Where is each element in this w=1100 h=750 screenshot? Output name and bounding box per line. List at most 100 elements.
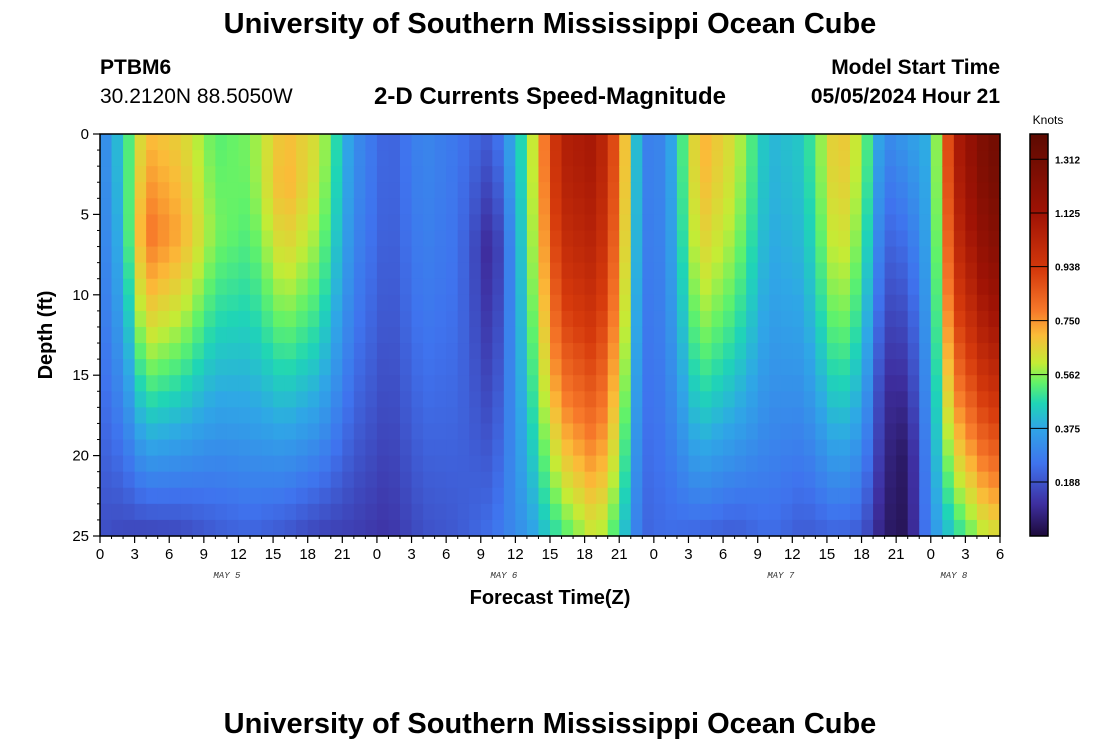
heatmap-cell (457, 439, 470, 457)
heatmap-cell (780, 246, 793, 264)
heatmap-cell (157, 359, 170, 376)
heatmap-cell (319, 150, 332, 167)
heatmap-cell (584, 439, 597, 457)
heatmap-cell (723, 278, 736, 296)
x-tick-label: 0 (373, 546, 381, 563)
heatmap-cell (203, 391, 216, 408)
heatmap-cell (965, 230, 978, 248)
heatmap-cell (330, 439, 343, 457)
heatmap-cell (700, 230, 713, 248)
heatmap-cell (330, 407, 343, 425)
heatmap-cell (676, 310, 690, 328)
heatmap-cell (469, 294, 482, 312)
heatmap-cell (261, 166, 274, 183)
heatmap-cell (411, 343, 424, 360)
heatmap-cell (746, 134, 759, 151)
heatmap-cell (596, 310, 609, 328)
heatmap-cell (411, 166, 424, 183)
heatmap-cell (480, 214, 493, 232)
heatmap-cell (307, 391, 320, 408)
heatmap-cell (226, 487, 240, 505)
heatmap-cell (734, 487, 747, 505)
heatmap-cell (838, 166, 851, 183)
heatmap-cell (815, 343, 828, 360)
heatmap-cell (792, 391, 805, 408)
heatmap-cell (746, 310, 759, 328)
heatmap-cell (307, 246, 320, 264)
heatmap-cell (676, 230, 690, 248)
heatmap-cell (561, 294, 574, 312)
heatmap-cell (792, 423, 805, 441)
heatmap-cell (826, 519, 840, 537)
heatmap-cell (642, 407, 655, 425)
heatmap-cell (919, 455, 932, 473)
heatmap-cell (157, 134, 170, 151)
heatmap-cell (861, 230, 874, 248)
heatmap-cell (676, 519, 690, 537)
heatmap-cell (711, 182, 724, 199)
heatmap-cell (100, 343, 113, 360)
heatmap-cell (653, 423, 666, 441)
heatmap-cell (457, 407, 470, 425)
x-tick-label: 21 (611, 546, 628, 563)
heatmap-cell (884, 262, 897, 280)
heatmap-cell (215, 375, 228, 392)
heatmap-cell (111, 423, 124, 441)
heatmap-cell (111, 198, 124, 215)
heatmap-cell (215, 423, 228, 441)
heatmap-cell (723, 423, 736, 441)
heatmap-cell (607, 455, 620, 473)
heatmap-cell (873, 439, 886, 457)
heatmap-cell (561, 182, 574, 199)
heatmap-cell (296, 503, 309, 521)
heatmap-cell (365, 487, 378, 505)
heatmap-cell (273, 471, 286, 489)
heatmap-cell (653, 246, 666, 264)
heatmap-cell (400, 423, 413, 441)
heatmap-cell (330, 246, 343, 264)
heatmap-cell (757, 471, 770, 489)
heatmap-cell (400, 359, 413, 376)
heatmap-cell (723, 503, 736, 521)
heatmap-cell (653, 214, 666, 232)
heatmap-cell (919, 246, 932, 264)
heatmap-cell (226, 391, 240, 408)
heatmap-cell (446, 262, 459, 280)
heatmap-cell (446, 230, 459, 248)
heatmap-cell (134, 519, 147, 537)
heatmap-cell (353, 166, 366, 183)
heatmap-cell (734, 294, 747, 312)
heatmap-cell (734, 359, 747, 376)
heatmap-cell (596, 423, 609, 441)
heatmap-cell (919, 182, 932, 199)
heatmap-cell (826, 359, 840, 376)
heatmap-cell (584, 294, 597, 312)
heatmap-cell (850, 182, 863, 199)
heatmap-cell (250, 166, 263, 183)
heatmap-cell (688, 182, 701, 199)
heatmap-cell (596, 134, 609, 151)
heatmap-cell (884, 278, 897, 296)
heatmap-cell (688, 294, 701, 312)
heatmap-cell (769, 519, 782, 537)
heatmap-cell (803, 278, 816, 296)
heatmap-cell (411, 246, 424, 264)
heatmap-cell (630, 343, 643, 360)
heatmap-cell (376, 343, 390, 360)
heatmap-cell (192, 375, 205, 392)
heatmap-cell (550, 407, 563, 425)
heatmap-cell (480, 166, 493, 183)
heatmap-cell (169, 326, 182, 344)
heatmap-cell (273, 198, 286, 215)
heatmap-cell (388, 166, 401, 183)
heatmap-cell (376, 182, 390, 199)
heatmap-cell (284, 246, 297, 264)
heatmap-cell (792, 198, 805, 215)
heatmap-cell (353, 246, 366, 264)
heatmap-cell (434, 519, 447, 537)
heatmap-cell (307, 343, 320, 360)
heatmap-cell (319, 278, 332, 296)
heatmap-cell (884, 230, 897, 248)
heatmap-cell (226, 375, 240, 392)
heatmap-cell (469, 278, 482, 296)
